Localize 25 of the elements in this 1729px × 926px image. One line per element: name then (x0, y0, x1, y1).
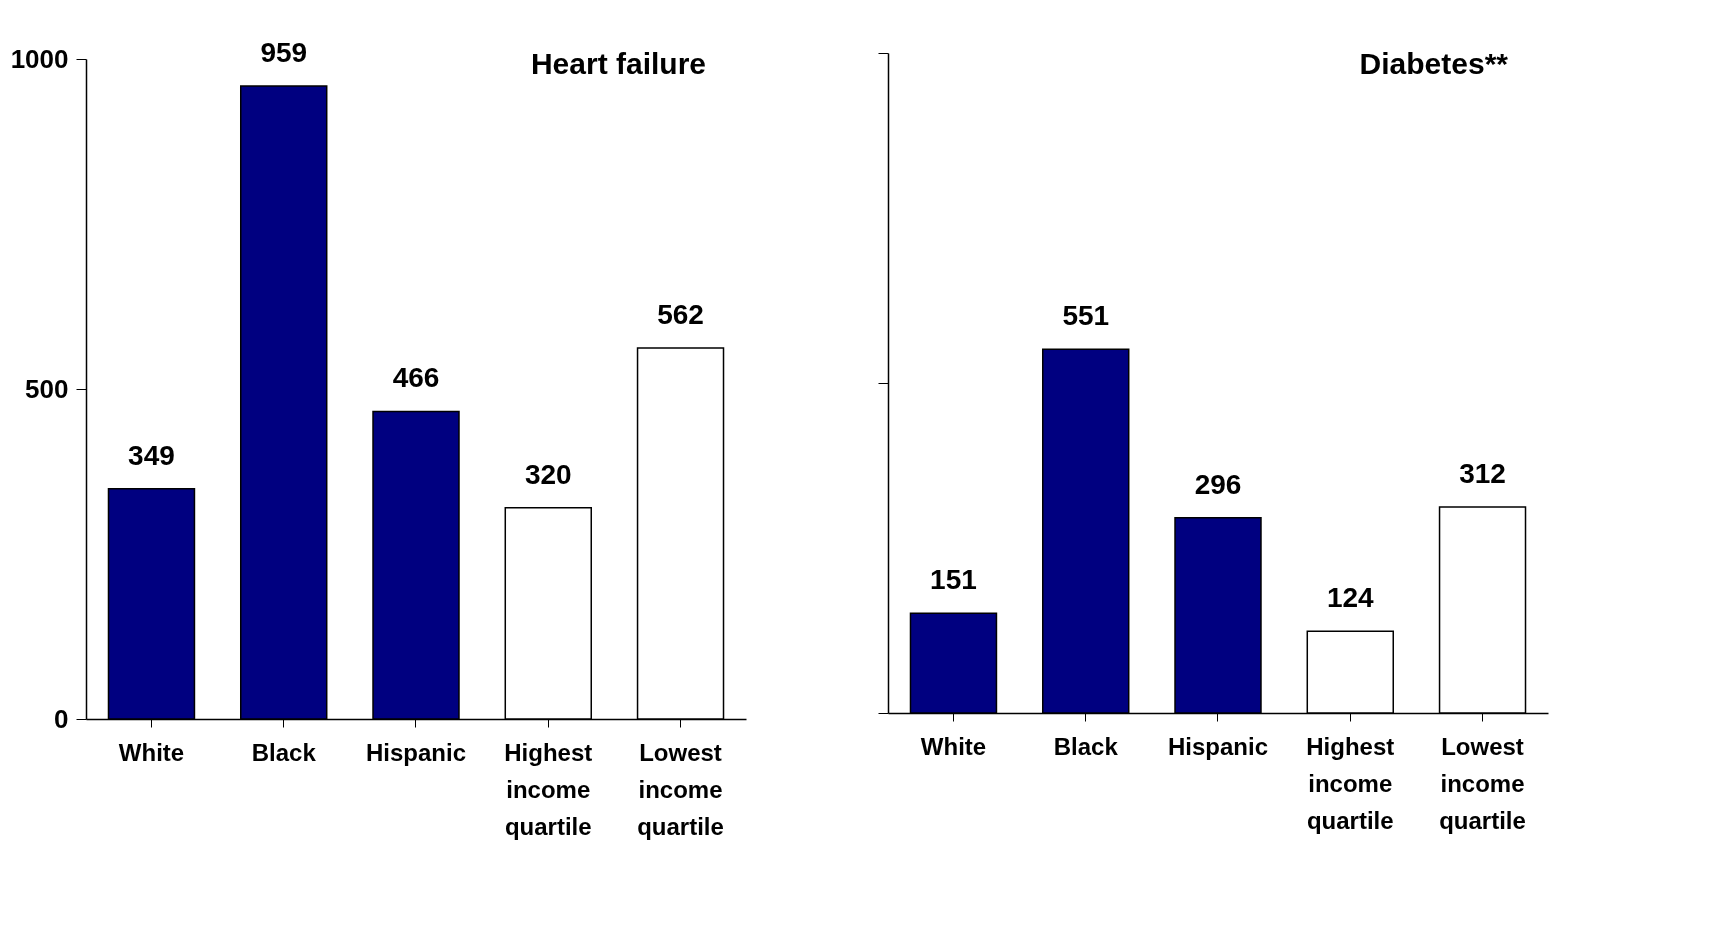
y-tick-label: 1000 (10, 43, 69, 74)
data-label: 296 (1194, 468, 1242, 500)
x-tick-label: Highest income quartile (1306, 732, 1395, 834)
x-tick-label: White (920, 732, 987, 760)
x-tick-label: Black (251, 738, 317, 766)
x-tick-label: Lowest income quartile (637, 738, 724, 840)
data-label: 562 (657, 299, 704, 331)
data-label: 551 (1062, 300, 1110, 332)
data-label: 959 (260, 37, 308, 69)
x-tick-label: Highest income quartile (504, 738, 593, 840)
data-label: 151 (930, 564, 977, 596)
data-label: 349 (128, 439, 175, 471)
chart-title: Diabetes** (1359, 47, 1509, 80)
x-tick-label: White (118, 738, 185, 766)
chart-title: Heart failure (530, 47, 706, 81)
data-label: 320 (524, 458, 572, 490)
data-label: 124 (1326, 582, 1375, 614)
x-tick-label: Hispanic (365, 738, 467, 766)
y-tick-label: 500 (25, 373, 69, 404)
x-tick-label: Black (1053, 732, 1119, 760)
x-tick-label: Hispanic (1167, 732, 1269, 760)
x-tick-label: Lowest income quartile (1439, 732, 1526, 834)
y-tick-label: 0 (54, 703, 69, 734)
data-label: 312 (1459, 458, 1506, 490)
data-label: 466 (392, 362, 440, 394)
